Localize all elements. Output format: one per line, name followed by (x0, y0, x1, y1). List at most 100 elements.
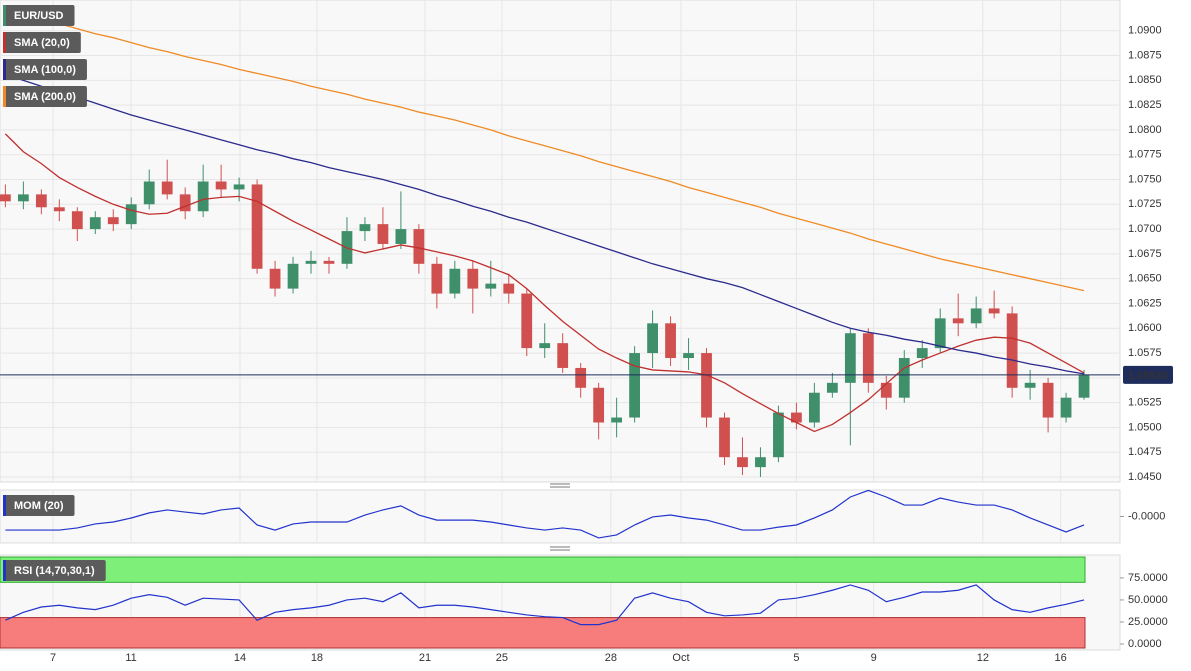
y-tick-label: 1.0750 (1128, 173, 1162, 185)
candle-body (143, 181, 155, 205)
y-tick-label: 1.0850 (1128, 74, 1162, 86)
resize-handle[interactable] (550, 546, 570, 551)
sma-line (5, 73, 1085, 375)
indicator-line (5, 584, 1085, 626)
candle-body (53, 207, 65, 212)
legend-label: MOM (20) (14, 500, 64, 512)
sma-line (4, 133, 1085, 433)
legend-box (3, 560, 106, 581)
legend-box (3, 5, 75, 26)
y-tick-label: 1.0475 (1128, 446, 1162, 458)
candle-body (233, 184, 245, 190)
legend-swatch (3, 5, 6, 26)
candle-body (89, 217, 101, 230)
x-tick-label: 12 (977, 652, 989, 664)
candle-body (269, 268, 281, 289)
legend-label: SMA (200,0) (14, 91, 76, 103)
candle-body (413, 229, 425, 264)
candle-body (791, 412, 802, 423)
y-tick-label: 1.0675 (1128, 248, 1162, 260)
overbought-zone (0, 556, 1086, 583)
candle-body (17, 194, 29, 202)
x-tick-label: Oct (672, 652, 689, 664)
candle-body (808, 392, 820, 423)
legend-item: SMA (20,0) (3, 32, 81, 53)
oversold-zone (0, 617, 1086, 649)
candle-body (323, 260, 335, 264)
candle-body (1078, 374, 1090, 398)
candle-body (737, 457, 748, 468)
indicator-line (5, 489, 1085, 539)
candle-body (1060, 397, 1072, 418)
x-tick-label: 7 (50, 652, 56, 664)
legend-item: RSI (14,70,30,1) (3, 560, 106, 581)
y-tick-label: 1.0800 (1128, 124, 1162, 136)
legend-label: EUR/USD (14, 10, 64, 22)
candle-body (125, 204, 137, 225)
x-tick-label: 11 (125, 652, 136, 664)
candle-body (575, 367, 587, 388)
x-tick-label: 25 (496, 652, 508, 664)
candle-body (683, 353, 694, 359)
legend-item: MOM (20) (3, 495, 75, 516)
candle-body (701, 353, 712, 418)
candle-body (826, 382, 838, 393)
legend-box (3, 495, 75, 516)
candle-body (71, 211, 83, 230)
y-tick-label: 1.0825 (1128, 99, 1162, 111)
candle-body (449, 268, 461, 294)
y-tick-label: -0.0000 (1128, 510, 1165, 522)
legend-swatch (3, 560, 6, 581)
candle-body (593, 387, 605, 423)
candle-body (898, 358, 910, 398)
candle-body (503, 283, 515, 294)
candle-body (952, 318, 964, 324)
candle-body (934, 318, 946, 349)
candle-body (521, 293, 533, 349)
candle-body (1042, 382, 1054, 418)
legend-swatch (3, 86, 6, 107)
y-tick-label: 1.0875 (1128, 49, 1162, 61)
candle-body (431, 263, 443, 294)
candle-body (305, 260, 317, 264)
candle-body (629, 353, 640, 418)
legend-box (3, 32, 81, 53)
y-tick-label: 1.0900 (1128, 25, 1162, 37)
x-tick-label: 21 (419, 652, 431, 664)
y-tick-label: 75.0000 (1128, 572, 1168, 584)
price-panel (0, 0, 1121, 483)
candle-body (916, 348, 928, 359)
legend-swatch (3, 59, 6, 80)
y-tick-label: 0.0000 (1128, 638, 1162, 650)
y-tick-label: 1.0650 (1128, 273, 1162, 285)
y-tick-label: 50.0000 (1128, 594, 1168, 606)
x-tick-label: 9 (871, 652, 877, 664)
candle-body (970, 308, 982, 324)
candle-body (251, 184, 263, 269)
y-tick-label: 25.0000 (1128, 616, 1168, 628)
candle-body (395, 229, 407, 244)
legend-box (3, 86, 87, 107)
x-tick-label: 14 (234, 652, 246, 664)
candle-body (287, 263, 299, 289)
y-tick-label: 1.0725 (1128, 198, 1162, 210)
candle-body (215, 181, 227, 190)
x-tick-label: 5 (793, 652, 799, 664)
candle-body (844, 333, 856, 383)
candle-body (35, 194, 47, 208)
candle-body (611, 417, 623, 423)
resize-handle[interactable] (550, 483, 570, 488)
legend-swatch (3, 495, 6, 516)
legend-box (3, 59, 87, 80)
y-tick-label: 1.0600 (1128, 322, 1162, 334)
y-tick-label: 1.0525 (1128, 397, 1162, 409)
candle-body (755, 457, 766, 468)
candle-body (107, 217, 119, 225)
candle-body (557, 343, 569, 368)
x-tick-label: 28 (605, 652, 617, 664)
candle-body (359, 224, 371, 232)
last-price-label: 1.05530 (1128, 370, 1168, 382)
y-tick-label: 1.0625 (1128, 297, 1162, 309)
legend-label: SMA (100,0) (14, 64, 76, 76)
